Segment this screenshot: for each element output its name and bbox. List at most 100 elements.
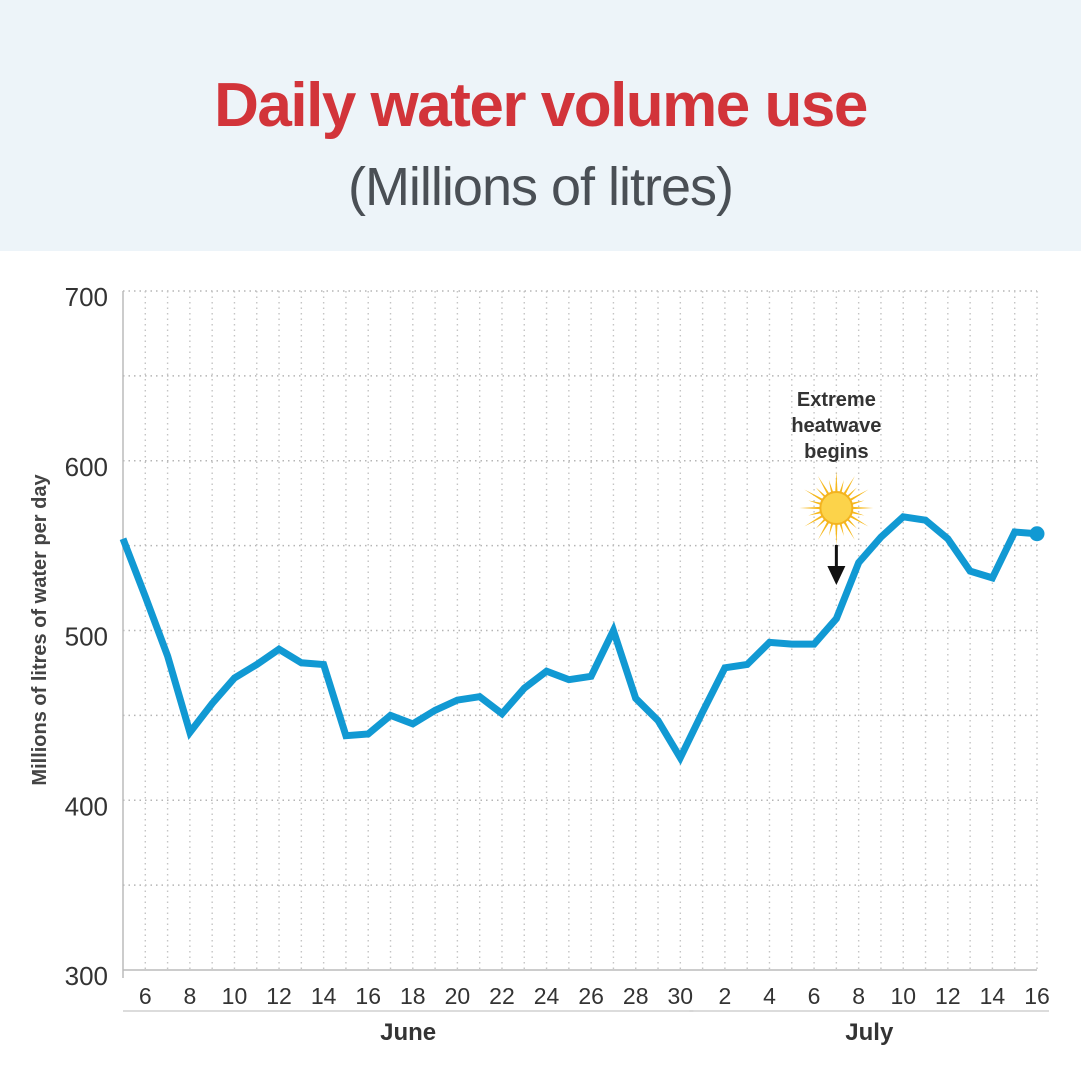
end-point-marker	[1029, 526, 1045, 542]
data-point	[166, 654, 169, 657]
x-tick-label: 8	[852, 983, 865, 1009]
data-point	[478, 695, 481, 698]
sun-core	[819, 491, 854, 525]
data-point	[545, 670, 548, 673]
data-point	[233, 677, 236, 680]
sun-ray	[804, 513, 825, 527]
sun-ray	[847, 513, 869, 527]
y-tick-label: 600	[65, 452, 108, 482]
annotation-arrow-head	[827, 566, 846, 585]
sun-ray	[817, 519, 831, 541]
data-point	[835, 617, 838, 620]
sun-ray	[799, 506, 823, 510]
x-tick-label: 10	[222, 983, 248, 1009]
sun-ray	[808, 500, 824, 506]
sun-ray	[849, 500, 865, 506]
sun-ray	[838, 479, 844, 495]
sun-ray	[835, 521, 838, 545]
sun-ray	[842, 475, 855, 497]
data-point	[969, 570, 972, 573]
data-point	[456, 699, 459, 702]
x-tick-label: 20	[445, 983, 471, 1009]
data-point	[434, 709, 437, 712]
x-tick-label: 4	[763, 983, 776, 1009]
data-point	[567, 678, 570, 681]
y-tick-label: 400	[65, 791, 108, 821]
sun-ray	[842, 519, 855, 541]
x-tick-label: 8	[183, 983, 196, 1009]
data-point	[344, 734, 347, 737]
sun-ray	[847, 489, 869, 503]
y-axis-label: Millions of litres of water per day	[29, 474, 51, 786]
x-tick-label: 12	[935, 983, 961, 1009]
chart-title: Daily water volume use	[214, 71, 868, 140]
x-tick-label: 16	[1024, 983, 1050, 1009]
data-point	[255, 663, 258, 666]
data-point	[367, 733, 370, 736]
x-tick-label: 24	[534, 983, 560, 1009]
series-line	[119, 513, 1038, 766]
data-point	[278, 648, 281, 651]
data-point	[723, 666, 726, 669]
sun-ray	[849, 510, 865, 516]
y-tick-label: 700	[65, 282, 108, 312]
data-point	[857, 561, 860, 564]
data-point	[523, 687, 526, 690]
x-tick-label: 6	[808, 983, 821, 1009]
data-point	[590, 675, 593, 678]
header-banner: Daily water volume use (Millions of litr…	[0, 0, 1081, 251]
data-point	[657, 719, 660, 722]
data-point	[790, 643, 793, 646]
x-tick-label: 26	[578, 983, 604, 1009]
x-tick-labels: 6 8 10 12 14 16 18 20 22 24 26 28 30 2 4 6 8 10 12 14 16	[139, 983, 1050, 1009]
month-labels: June July	[123, 1010, 1049, 1046]
data-point	[991, 576, 994, 579]
axes	[122, 291, 1037, 978]
annotation-text: heatwave	[791, 415, 881, 437]
data-point	[500, 712, 503, 715]
y-tick-label: 300	[65, 961, 108, 991]
sun-ray	[838, 521, 844, 537]
annotation-text: begins	[804, 441, 868, 463]
data-point	[144, 595, 147, 598]
data-point	[813, 643, 816, 646]
x-tick-label: 12	[266, 983, 292, 1009]
data-point	[188, 731, 191, 734]
data-point	[122, 537, 125, 540]
sun-ray	[828, 479, 834, 495]
chart-subtitle: (Millions of litres)	[347, 157, 734, 217]
data-point	[879, 536, 882, 539]
data-point	[679, 756, 682, 759]
data-point	[411, 722, 414, 725]
data-point	[389, 714, 392, 717]
x-tick-label: 30	[668, 983, 694, 1009]
sun-ray	[804, 489, 825, 503]
x-tick-label: 22	[489, 983, 515, 1009]
x-tick-label: 28	[623, 983, 649, 1009]
data-point	[746, 663, 749, 666]
x-tick-label: 18	[400, 983, 426, 1009]
x-tick-label: 16	[355, 983, 381, 1009]
y-tick-label: 500	[65, 622, 108, 652]
month-label: June	[380, 1019, 436, 1046]
sun-ray	[808, 510, 824, 516]
sun-ray	[835, 471, 838, 495]
sun-ray	[850, 506, 874, 510]
y-tick-labels: 300 400 500 600 700	[65, 282, 108, 991]
sun-icon	[799, 471, 874, 545]
grid-lines	[123, 290, 1038, 970]
data-point	[300, 661, 303, 664]
data-point	[634, 697, 637, 700]
data-point	[612, 629, 615, 632]
x-tick-label: 14	[980, 983, 1006, 1009]
data-point	[211, 702, 214, 705]
data-point	[1013, 531, 1016, 534]
x-tick-label: 14	[311, 983, 337, 1009]
x-tick-label: 2	[719, 983, 732, 1009]
data-point	[701, 710, 704, 713]
data-series	[119, 513, 1045, 766]
x-tick-label: 10	[890, 983, 916, 1009]
data-point	[924, 519, 927, 522]
data-point	[946, 537, 949, 540]
